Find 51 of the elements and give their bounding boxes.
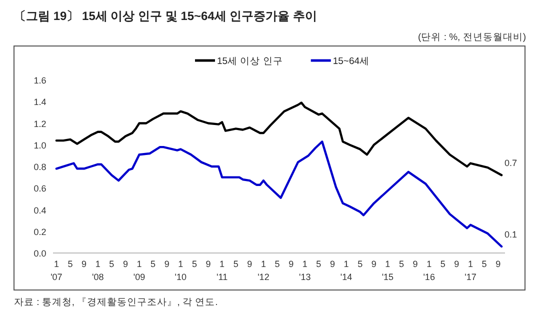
x-tick-label: 5 [316, 259, 322, 269]
x-tick-label: 5 [274, 259, 280, 269]
y-tick-label: 1.0 [34, 140, 46, 150]
x-tick-label: 5 [398, 259, 404, 269]
y-tick-label: 0.0 [34, 248, 46, 258]
x-tick-label: 1 '09 [133, 259, 146, 282]
line-series [55, 140, 503, 248]
annotation: 0.1 [504, 230, 518, 240]
x-tick-label: 1 '08 [92, 259, 104, 282]
y-tick-label: 1.6 [34, 76, 46, 86]
x-tick-label: 5 [482, 259, 487, 269]
x-tick-label: 1 '16 [423, 259, 435, 282]
x-tick-label: 9 [454, 259, 460, 269]
x-tick-label: 9 [82, 259, 87, 269]
x-tick-label: 1 '17 [464, 259, 476, 282]
x-tick-label: 5 [68, 259, 73, 269]
x-tick-label: 5 [150, 259, 156, 269]
x-tick-label: 5 [109, 259, 114, 269]
x-tick-label: 1 '07 [50, 259, 62, 282]
x-tick-label: 9 [496, 259, 501, 269]
line-series [55, 102, 503, 176]
x-tick-label: 1 '15 [382, 259, 394, 282]
x-tick-label: 5 [440, 259, 446, 269]
x-tick-label: 9 [330, 259, 335, 269]
x-tick-label: 9 [164, 259, 170, 269]
x-tick-label: 5 [192, 259, 197, 269]
legend-label: 15세 이상 인구 [217, 56, 283, 67]
chart-subtitle: (단위 : %, 전년동월대비) [418, 32, 526, 43]
annotation: 0.7 [504, 158, 518, 168]
x-tick-label: 9 [122, 259, 128, 269]
text: 자료 : 통계청, 『경제활동인구조사』, 각 연도. [14, 296, 218, 308]
x-tick-label: 9 [371, 259, 376, 269]
x-tick-label: 9 [412, 259, 418, 269]
chart-title: 〔그림 19〕 15세 이상 인구 및 15~64세 인구증가율 추이 [14, 9, 318, 23]
x-tick-label: 1 '12 [258, 259, 270, 282]
y-tick-label: 1.4 [34, 97, 46, 108]
y-tick-label: 1.2 [34, 118, 46, 129]
legend-label: 15~64세 [332, 56, 370, 67]
x-tick-label: 1 '13 [299, 259, 311, 282]
y-tick-label: 0.8 [34, 162, 46, 172]
x-tick-label: 5 [233, 259, 238, 269]
x-tick-label: 1 '14 [340, 259, 352, 282]
x-tick-label: 9 [288, 259, 294, 269]
x-tick-label: 5 [358, 259, 363, 269]
y-tick-label: 0.2 [34, 226, 46, 237]
x-tick-label: 1 '11 [216, 259, 228, 282]
x-tick-label: 9 [247, 259, 252, 269]
x-tick-label: 1 '10 [174, 259, 187, 282]
y-tick-label: 0.4 [34, 205, 46, 216]
x-tick-label: 9 [206, 259, 211, 269]
y-tick-label: 0.6 [34, 184, 46, 194]
